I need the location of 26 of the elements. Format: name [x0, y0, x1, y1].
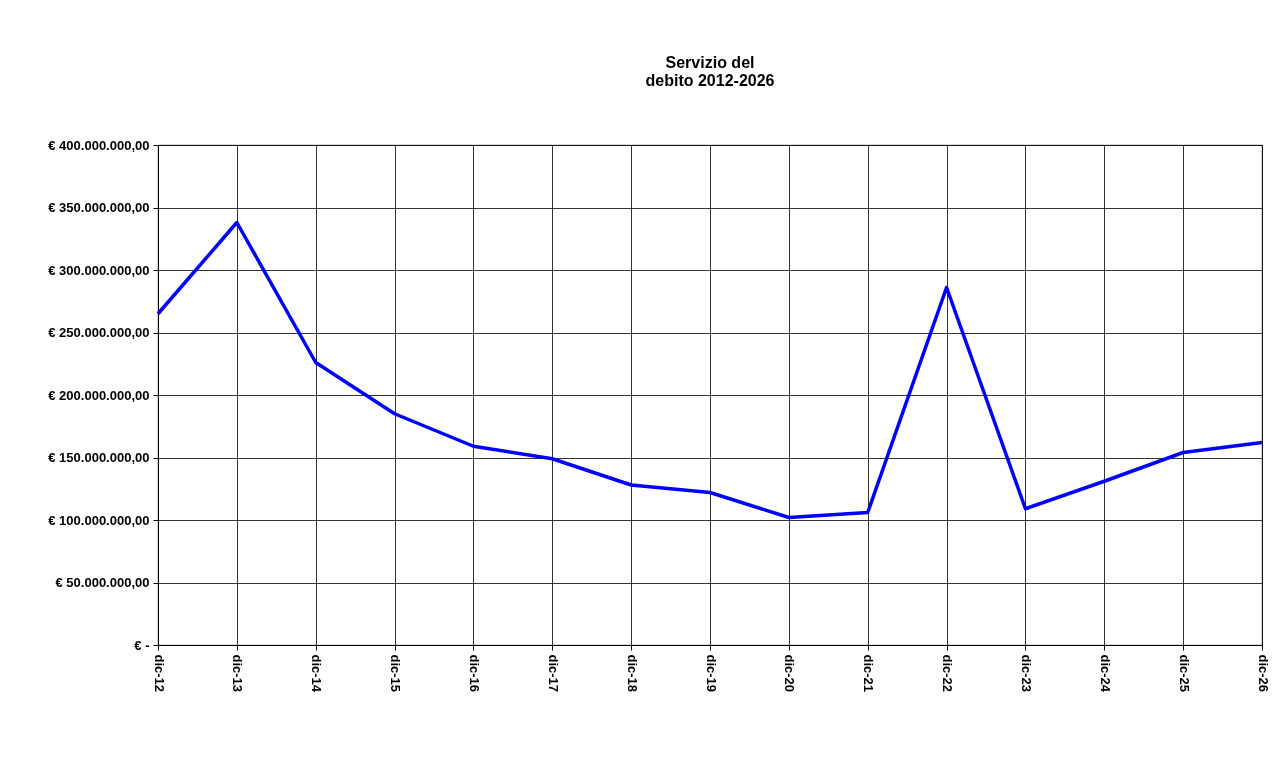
y-tick-label: € 100.000.000,00: [48, 512, 150, 528]
y-tick-label: € 300.000.000,00: [48, 262, 150, 278]
chart-title: Servizio del debito 2012-2026: [645, 54, 775, 89]
y-tick-label: € 150.000.000,00: [48, 450, 150, 465]
x-tick-label: dic-23: [1018, 654, 1034, 693]
x-tick-label: dic-19: [703, 654, 719, 693]
x-tick-label: dic-20: [782, 654, 798, 693]
y-tick-label: € 50.000.000,00: [55, 575, 150, 590]
y-tick-label: € -: [134, 637, 150, 653]
x-tick-label: dic-26: [1255, 654, 1271, 693]
x-tick-label: dic-16: [466, 654, 482, 693]
y-tick-label: € 350.000.000,00: [48, 200, 150, 215]
x-tick-label: dic-14: [309, 654, 325, 693]
x-tick-label: dic-13: [230, 654, 246, 693]
y-tick-label: € 400.000.000,00: [48, 137, 150, 153]
x-tick-label: dic-12: [151, 654, 167, 693]
x-tick-label: dic-24: [1097, 654, 1113, 693]
x-tick-label: dic-18: [624, 654, 640, 693]
y-tick-label: € 250.000.000,00: [48, 325, 150, 340]
x-tick-label: dic-15: [388, 654, 404, 693]
x-tick-label: dic-17: [545, 654, 561, 693]
x-tick-label: dic-21: [861, 654, 877, 693]
line-series: [156, 220, 1264, 520]
x-tick-label: dic-25: [1176, 654, 1192, 693]
x-tick-label: dic-22: [940, 654, 956, 693]
y-tick-label: € 200.000.000,00: [48, 387, 150, 403]
